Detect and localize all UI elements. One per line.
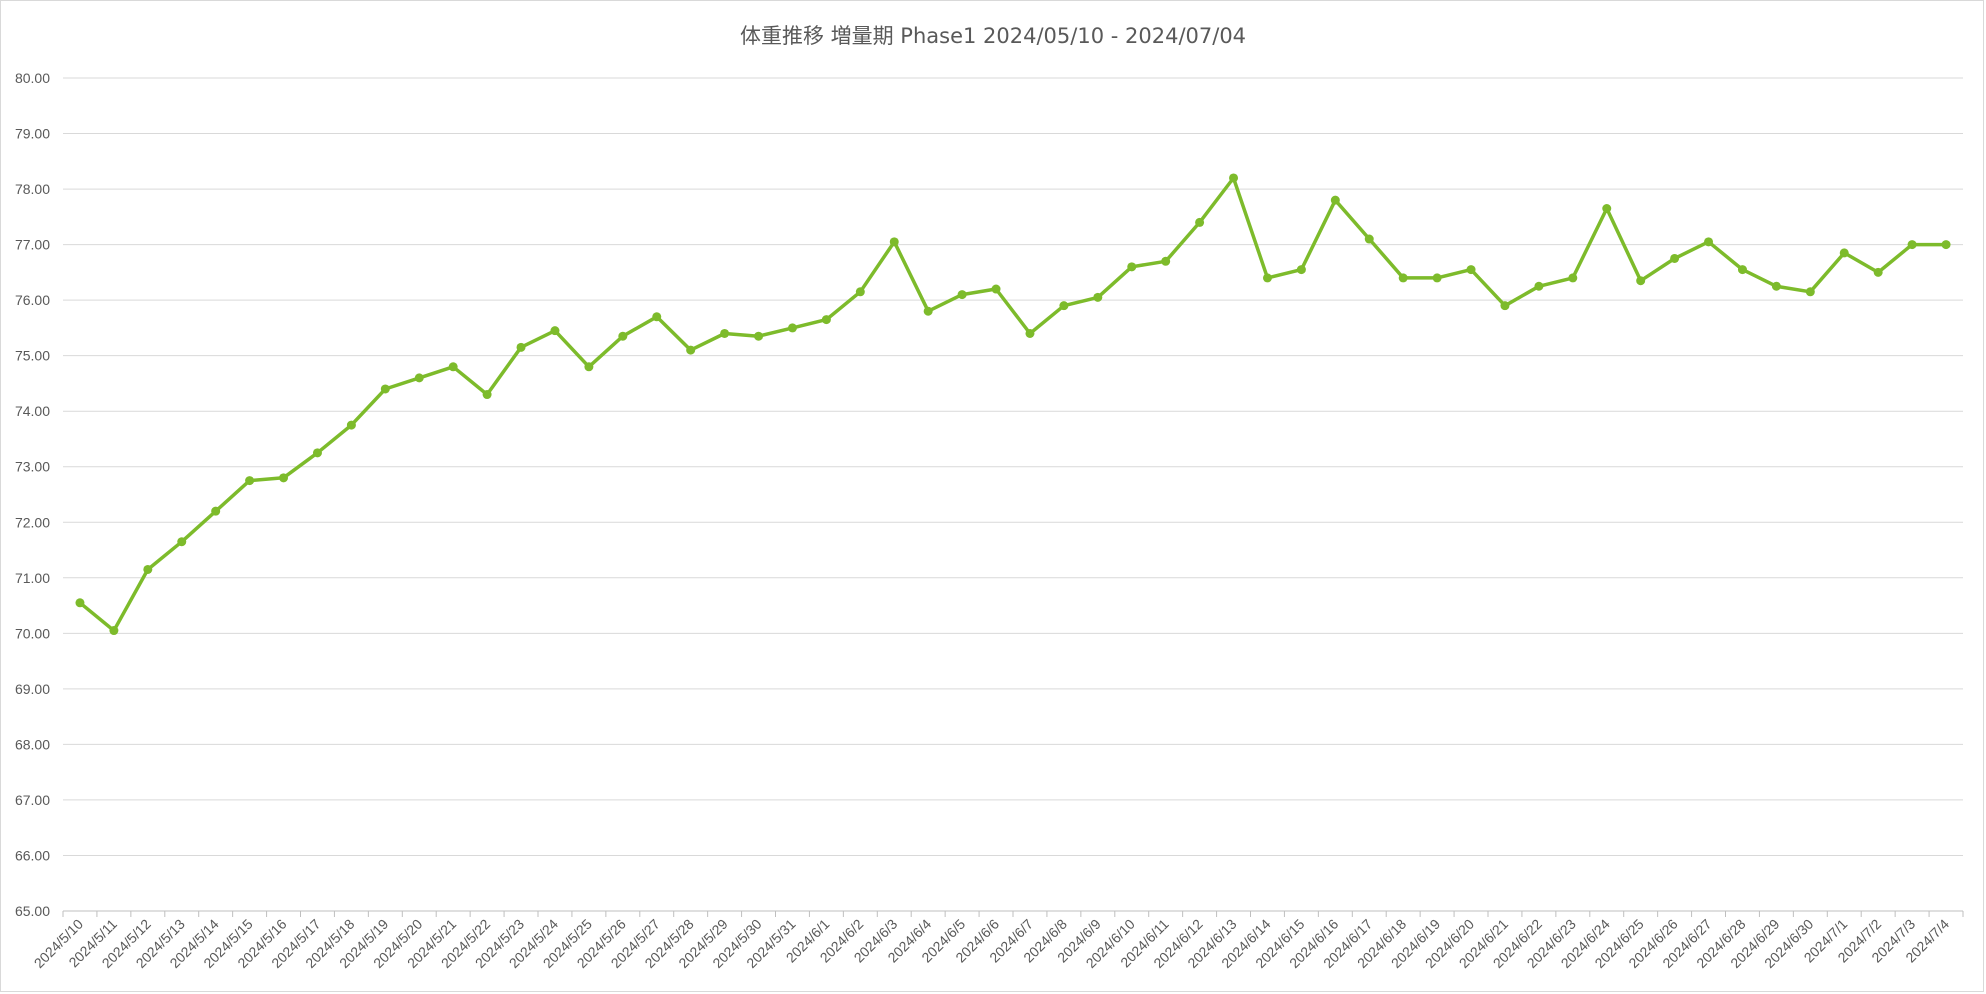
data-point xyxy=(957,290,967,300)
data-point xyxy=(75,598,85,608)
data-point xyxy=(1262,273,1272,283)
data-point xyxy=(1907,240,1917,250)
data-point xyxy=(312,448,322,458)
data-point xyxy=(448,362,458,372)
weight-series xyxy=(75,173,1951,636)
y-tick-label: 76.00 xyxy=(15,292,50,308)
y-tick-label: 69.00 xyxy=(15,681,50,697)
x-axis-tick-labels: 2024/5/102024/5/112024/5/122024/5/132024… xyxy=(31,916,1953,972)
y-tick-label: 74.00 xyxy=(15,403,50,419)
data-point xyxy=(1296,265,1306,275)
data-point xyxy=(652,312,662,322)
data-point xyxy=(584,362,594,372)
data-point xyxy=(143,564,153,574)
y-tick-label: 68.00 xyxy=(15,736,50,752)
y-tick-label: 70.00 xyxy=(15,625,50,641)
data-point xyxy=(1670,253,1680,263)
data-point xyxy=(1229,173,1239,183)
data-point xyxy=(720,328,730,338)
data-point xyxy=(1127,262,1137,272)
data-point xyxy=(1059,301,1069,311)
data-point xyxy=(177,537,187,547)
data-point xyxy=(991,284,1001,294)
data-point xyxy=(109,626,119,636)
y-tick-label: 77.00 xyxy=(15,237,50,253)
data-point xyxy=(1195,217,1205,227)
y-tick-label: 72.00 xyxy=(15,514,50,530)
data-point xyxy=(245,476,255,486)
y-tick-label: 78.00 xyxy=(15,181,50,197)
data-point xyxy=(686,345,696,355)
data-point xyxy=(1704,237,1714,247)
data-point xyxy=(889,237,899,247)
data-point xyxy=(1568,273,1578,283)
grid-lines xyxy=(63,77,1963,856)
data-point xyxy=(1364,234,1374,244)
y-tick-label: 80.00 xyxy=(15,70,50,86)
data-point xyxy=(1771,281,1781,291)
data-point xyxy=(1500,301,1510,311)
data-point xyxy=(855,287,865,297)
data-point xyxy=(1737,265,1747,275)
data-point xyxy=(1398,273,1408,283)
y-tick-label: 65.00 xyxy=(15,903,50,919)
data-point xyxy=(618,331,628,341)
data-point xyxy=(1432,273,1442,283)
data-point xyxy=(1941,240,1951,250)
y-tick-label: 71.00 xyxy=(15,570,50,586)
data-point xyxy=(754,331,764,341)
data-point xyxy=(516,342,526,352)
data-point xyxy=(821,315,831,325)
data-point xyxy=(1093,292,1103,302)
chart-title: 体重推移 増量期 Phase1 2024/05/10 - 2024/07/04 xyxy=(740,24,1246,48)
x-axis xyxy=(62,910,1964,917)
data-point xyxy=(414,373,424,383)
data-point xyxy=(550,326,560,336)
data-point xyxy=(1534,281,1544,291)
y-tick-label: 67.00 xyxy=(15,792,50,808)
data-point xyxy=(1602,204,1612,214)
y-axis-tick-labels: 65.00 66.00 67.00 68.00 69.00 70.00 71.00 72.00… xyxy=(15,70,50,919)
data-point xyxy=(380,384,390,394)
data-point xyxy=(211,506,221,516)
data-point xyxy=(1636,276,1646,286)
data-point xyxy=(1466,265,1476,275)
series-line xyxy=(78,176,1948,633)
data-point xyxy=(279,473,289,483)
y-tick-label: 79.00 xyxy=(15,126,50,142)
data-point xyxy=(1873,267,1883,277)
data-point xyxy=(1161,256,1171,266)
data-point xyxy=(482,390,492,400)
data-point xyxy=(923,306,933,316)
data-point xyxy=(1839,248,1849,258)
y-tick-label: 66.00 xyxy=(15,847,50,863)
y-tick-label: 73.00 xyxy=(15,459,50,475)
data-point xyxy=(1330,195,1340,205)
data-point xyxy=(787,323,797,333)
data-point xyxy=(1025,328,1035,338)
y-tick-label: 75.00 xyxy=(15,348,50,364)
data-point xyxy=(346,420,356,430)
data-point xyxy=(1805,287,1815,297)
